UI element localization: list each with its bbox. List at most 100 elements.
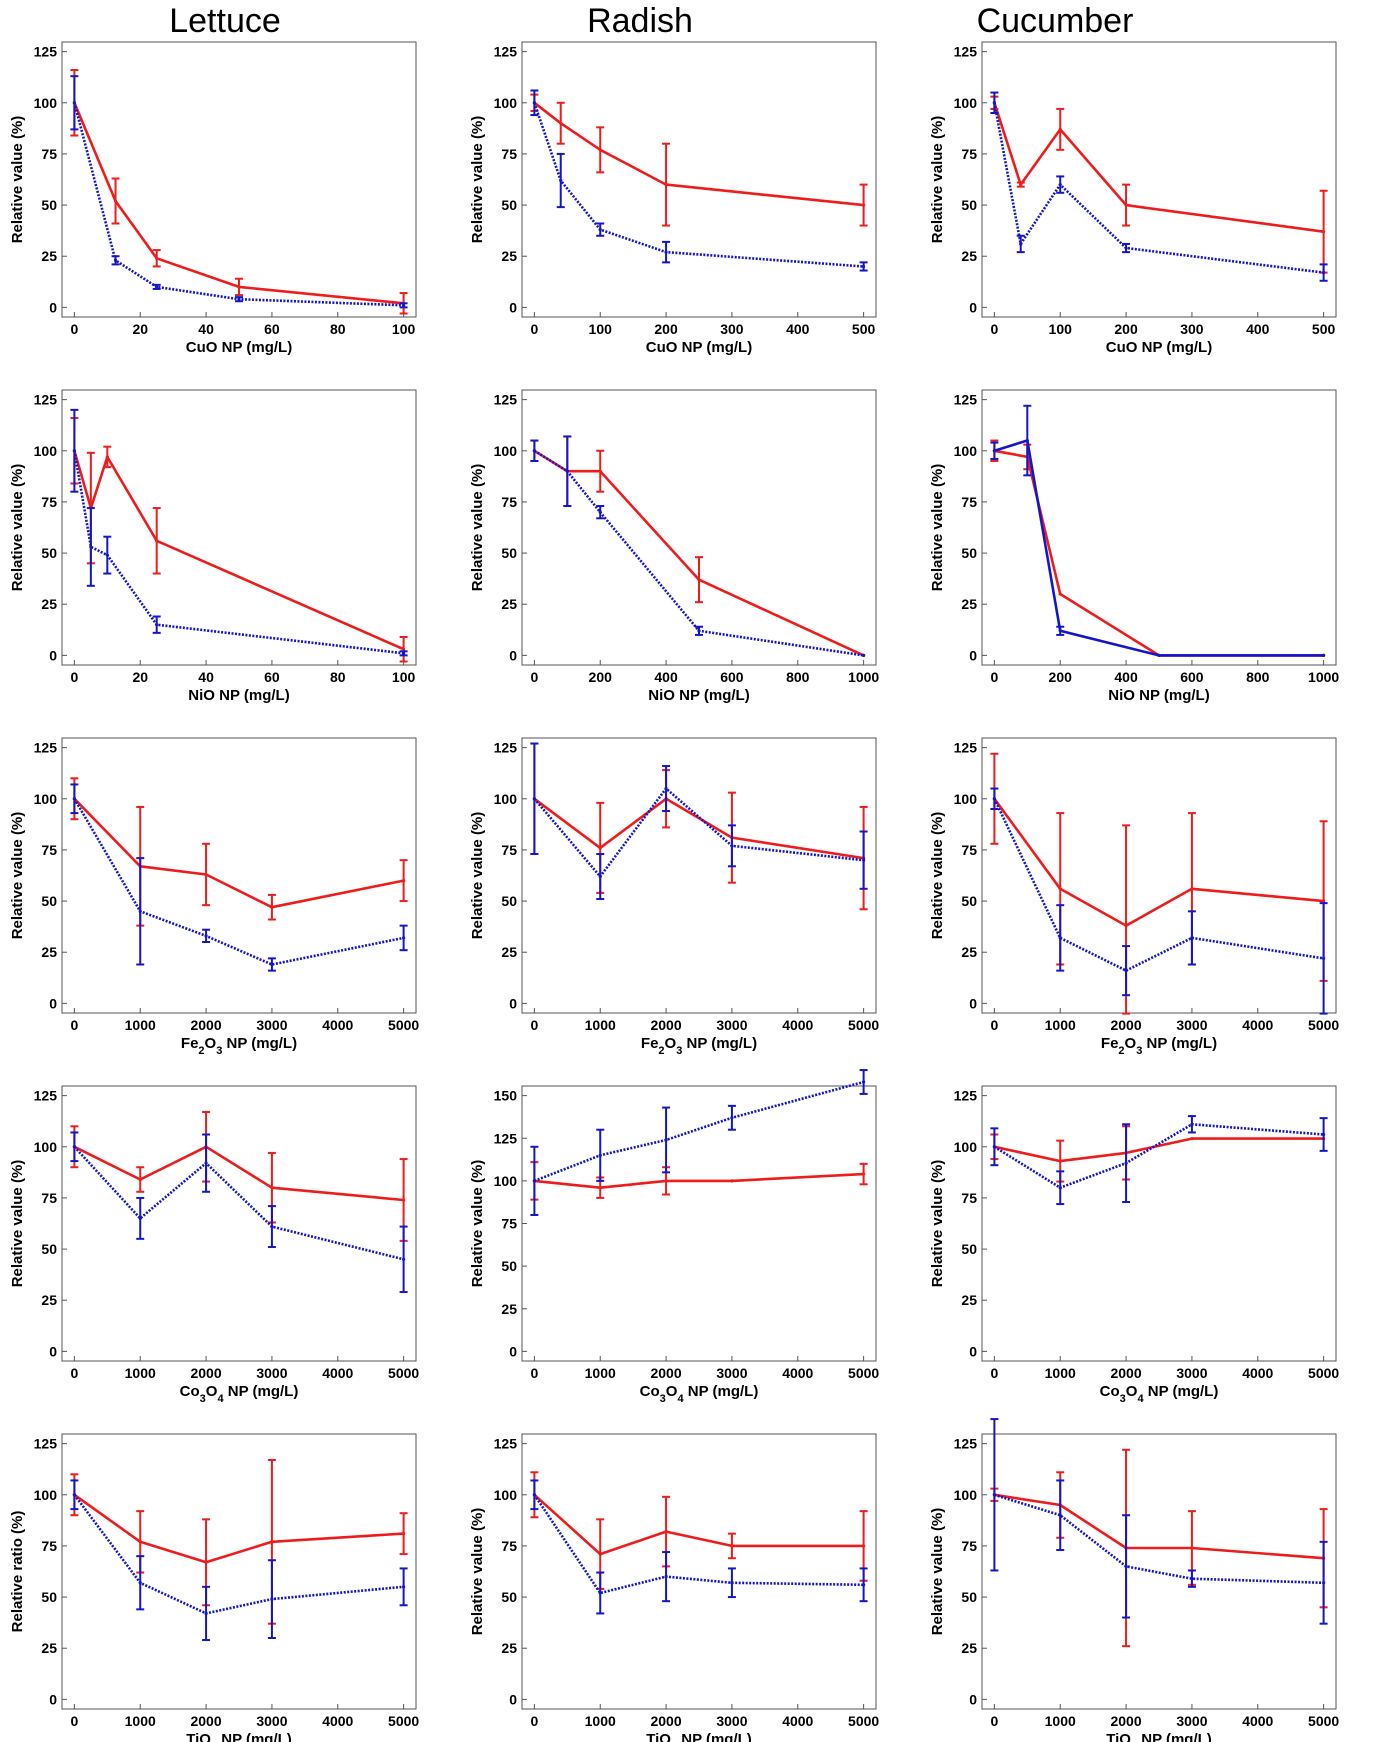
red-series-line — [534, 1172, 864, 1189]
y-tick-label: 150 — [494, 1088, 518, 1104]
y-tick-label: 125 — [34, 392, 58, 408]
y-tick-label: 75 — [501, 146, 517, 162]
y-axis-label: Relative value (%) — [929, 1160, 946, 1288]
red-series-line — [73, 1145, 404, 1202]
x-tick-label: 80 — [330, 669, 346, 685]
red-series — [530, 93, 868, 227]
red-series-line — [73, 102, 404, 305]
data-point — [730, 1581, 734, 1585]
x-tick-label: 0 — [990, 1017, 998, 1033]
data-point — [138, 1216, 142, 1220]
x-tick-label: 100 — [589, 321, 613, 337]
data-point — [1025, 438, 1029, 443]
red-series — [70, 1110, 408, 1242]
data-point — [1058, 592, 1062, 596]
red-series — [990, 1448, 1328, 1648]
data-point — [697, 629, 701, 633]
y-axis-label: Relative value (%) — [469, 116, 486, 244]
plot-frame — [981, 1433, 1337, 1710]
x-tick-label: 200 — [1049, 669, 1073, 685]
y-tick-label: 50 — [501, 545, 517, 561]
data-point — [862, 1172, 866, 1176]
x-tick-label: 3000 — [1176, 1713, 1207, 1729]
blue-series — [990, 787, 1328, 1015]
x-tick-label: 1000 — [125, 1017, 156, 1033]
y-tick-label: 75 — [41, 842, 57, 858]
blue-series — [530, 1069, 868, 1216]
y-tick-label: 100 — [494, 443, 518, 459]
y-tick-label: 50 — [41, 893, 57, 909]
data-point — [113, 258, 118, 262]
y-tick-label: 75 — [501, 494, 517, 510]
x-tick-label: 1000 — [1045, 1017, 1076, 1033]
x-tick-label: 2000 — [1110, 1713, 1141, 1729]
data-point — [105, 455, 109, 459]
data-point — [598, 1186, 602, 1190]
x-tick-label: 200 — [589, 669, 613, 685]
data-point — [862, 1583, 866, 1587]
blue-series — [530, 742, 868, 901]
data-point — [1058, 1186, 1062, 1190]
y-axis-label: Relative value (%) — [469, 812, 486, 940]
y-tick-label: 125 — [494, 1436, 518, 1452]
data-point — [598, 846, 602, 850]
y-tick-label: 100 — [494, 95, 518, 111]
data-point — [204, 1560, 208, 1564]
blue-series-line — [73, 1145, 404, 1261]
x-tick-label: 4000 — [1242, 1017, 1273, 1033]
data-point — [730, 844, 734, 848]
data-point — [598, 148, 602, 152]
x-tick-label: 200 — [654, 321, 678, 337]
data-point — [664, 183, 668, 187]
x-tick-label: 500 — [1312, 321, 1336, 337]
x-tick-label: 400 — [786, 321, 810, 337]
y-tick-label: 25 — [501, 596, 517, 612]
data-point — [598, 510, 602, 514]
data-point — [402, 879, 406, 883]
x-tick-label: 0 — [530, 1365, 538, 1381]
y-tick-label: 100 — [34, 791, 58, 807]
data-point — [237, 285, 241, 289]
x-axis-label: Fe2O3 NP (mg/L) — [641, 1035, 757, 1057]
x-tick-label: 1000 — [1045, 1365, 1076, 1381]
x-tick-label: 600 — [720, 669, 744, 685]
red-series — [70, 69, 408, 315]
data-point — [402, 651, 406, 655]
data-point — [1124, 203, 1128, 207]
data-point — [270, 1540, 274, 1544]
red-series — [530, 1161, 868, 1201]
y-axis-label: Relative value (%) — [469, 1508, 486, 1636]
y-tick-label: 25 — [961, 1292, 977, 1308]
blue-series — [990, 1115, 1328, 1206]
y-tick-label: 100 — [954, 1139, 978, 1155]
red-series — [990, 95, 1328, 274]
data-point — [664, 786, 668, 791]
data-point — [730, 1116, 734, 1120]
y-tick-label: 0 — [49, 1343, 57, 1359]
x-tick-label: 100 — [392, 321, 416, 337]
y-tick-label: 100 — [34, 1139, 58, 1155]
blue-series — [70, 75, 408, 309]
y-tick-label: 25 — [41, 1640, 57, 1656]
y-tick-label: 0 — [509, 1343, 517, 1359]
data-point — [1322, 899, 1326, 903]
data-point — [559, 121, 563, 125]
data-point — [138, 1540, 142, 1544]
x-tick-label: 80 — [330, 321, 346, 337]
data-point — [1322, 956, 1326, 960]
data-point — [1058, 887, 1062, 891]
x-axis-label: NiO NP (mg/L) — [1108, 687, 1209, 704]
data-point — [1058, 183, 1062, 187]
x-tick-label: 1000 — [125, 1365, 156, 1381]
blue-series — [990, 91, 1328, 282]
red-series — [990, 752, 1328, 1015]
y-tick-label: 25 — [501, 1301, 517, 1317]
x-tick-label: 40 — [198, 669, 214, 685]
x-tick-label: 5000 — [848, 1365, 879, 1381]
data-point — [72, 449, 76, 453]
y-tick-label: 50 — [41, 197, 57, 213]
y-tick-label: 25 — [41, 1292, 57, 1308]
x-axis-label: CuO NP (mg/L) — [646, 339, 752, 356]
x-tick-label: 600 — [1180, 669, 1204, 685]
y-tick-label: 0 — [49, 299, 57, 315]
